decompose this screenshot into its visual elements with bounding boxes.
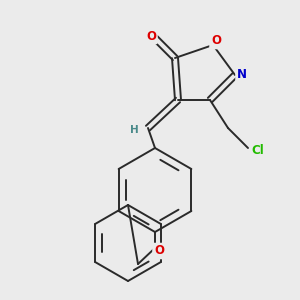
Text: N: N xyxy=(237,68,247,80)
Text: O: O xyxy=(146,29,156,43)
Text: O: O xyxy=(211,34,221,47)
Text: H: H xyxy=(130,125,138,135)
Text: Cl: Cl xyxy=(252,145,264,158)
Text: O: O xyxy=(154,244,164,257)
